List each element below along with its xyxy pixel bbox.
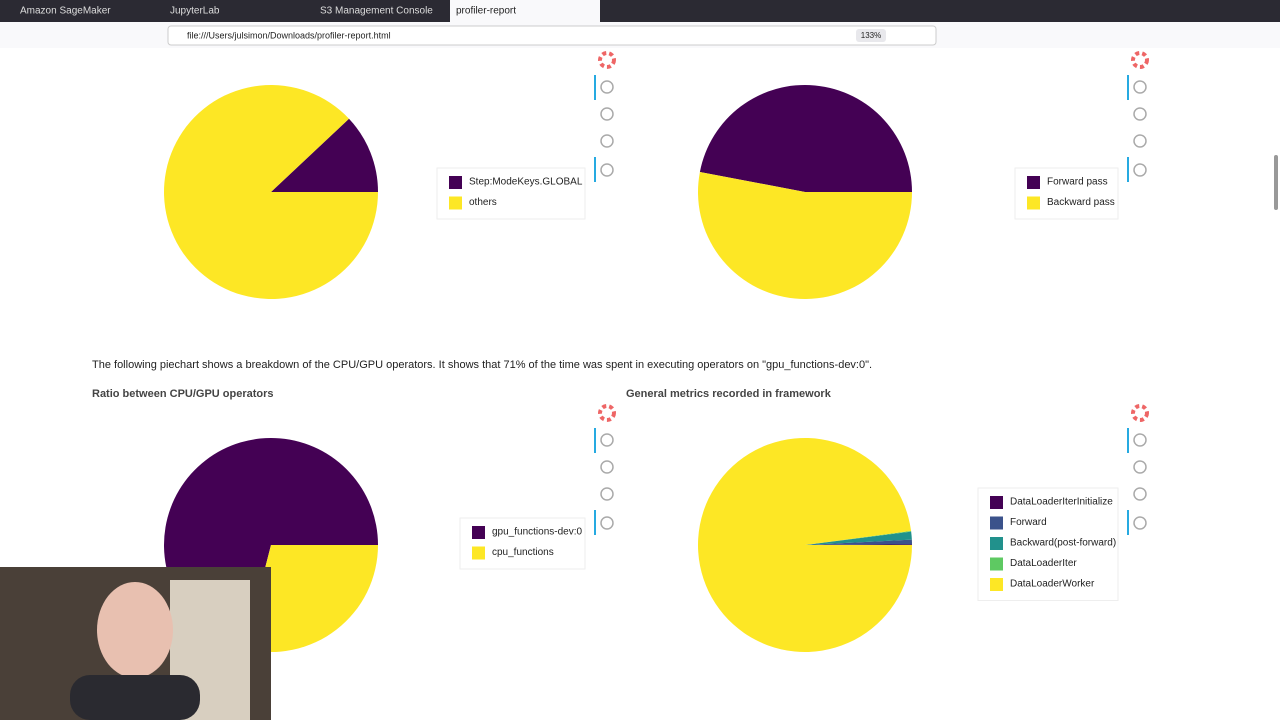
legend-label: DataLoaderIterInitialize (1010, 497, 1113, 508)
tab-title[interactable]: profiler-report (456, 6, 516, 17)
toolbar-tool[interactable] (600, 460, 614, 474)
legend-label: DataLoaderWorker (1010, 579, 1095, 590)
toolbar-tool[interactable] (600, 163, 614, 177)
toolbar-tool[interactable] (1133, 433, 1147, 447)
bokeh-logo[interactable] (1131, 51, 1149, 69)
chart-title: General metrics recorded in framework (626, 388, 832, 400)
legend-label: Forward (1010, 517, 1047, 528)
legend-label: Step:ModeKeys.GLOBAL (469, 177, 583, 188)
pie-slice (697, 437, 912, 652)
toolbar-tool[interactable] (1133, 80, 1147, 94)
tab-title[interactable]: Amazon SageMaker (20, 6, 111, 17)
toolbar-tool[interactable] (600, 134, 614, 148)
legend (459, 517, 586, 570)
toolbar-tool[interactable] (1133, 134, 1147, 148)
legend-label: gpu_functions-dev:0 (492, 527, 583, 538)
scrollbar[interactable] (1274, 155, 1278, 210)
bokeh-logo[interactable] (598, 404, 616, 422)
zoom-badge[interactable] (856, 29, 886, 42)
toolbar-tool[interactable] (600, 80, 614, 94)
legend-swatch (472, 526, 485, 539)
webcam-face (97, 582, 173, 678)
pie-slice (271, 118, 378, 192)
active-tab[interactable] (450, 0, 600, 22)
legend-swatch (990, 496, 1003, 509)
pie-slice (805, 530, 912, 545)
pie-slice (805, 544, 912, 545)
toolbar-tool[interactable] (1133, 516, 1147, 530)
paragraph: The following piechart shows a breakdown… (92, 359, 872, 371)
toolbar-tool[interactable] (600, 433, 614, 447)
webcam-shirt (70, 675, 200, 720)
toolbar-tool[interactable] (1133, 487, 1147, 501)
tab-bar (0, 0, 1280, 22)
legend-swatch (449, 196, 462, 210)
pie-slice (699, 85, 912, 192)
zoom[interactable]: 133% (861, 31, 881, 40)
pie-slice (697, 171, 912, 300)
bokeh-logo[interactable] (598, 51, 616, 69)
toolbar-tool[interactable] (600, 516, 614, 530)
chart-title: Ratio between CPU/GPU operators (92, 388, 274, 400)
url-bar[interactable] (167, 25, 937, 46)
toolbar-tool[interactable] (600, 487, 614, 501)
pie-slice (805, 531, 912, 545)
toolbar-tool[interactable] (1133, 163, 1147, 177)
legend-swatch (990, 557, 1003, 571)
toolbar-tool[interactable] (1133, 107, 1147, 121)
toolbar-tool[interactable] (1133, 460, 1147, 474)
legend-swatch (990, 537, 1003, 550)
legend-swatch (472, 546, 485, 560)
legend-label: Backward pass (1047, 197, 1115, 208)
legend-swatch (990, 578, 1003, 591)
tab-title[interactable]: JupyterLab (170, 6, 220, 17)
legend-swatch (990, 516, 1003, 530)
pie-slice (244, 545, 378, 652)
legend (436, 167, 586, 220)
legend-label: others (469, 197, 497, 208)
bokeh-logo[interactable] (1131, 404, 1149, 422)
legend (1014, 167, 1119, 220)
pie-slice (805, 539, 912, 545)
toolbar-tool[interactable] (600, 107, 614, 121)
legend-swatch (449, 176, 462, 189)
url[interactable]: file:///Users/julsimon/Downloads/profile… (187, 30, 391, 40)
legend-label: Forward pass (1047, 177, 1108, 188)
legend-label: DataLoaderIter (1010, 558, 1077, 569)
pie-slice (163, 85, 378, 299)
legend-swatch (1027, 176, 1040, 189)
legend-swatch (1027, 196, 1040, 210)
legend-label: Backward(post-forward) (1010, 538, 1116, 549)
legend-label: cpu_functions (492, 547, 554, 558)
tab-title[interactable]: S3 Management Console (320, 6, 433, 17)
